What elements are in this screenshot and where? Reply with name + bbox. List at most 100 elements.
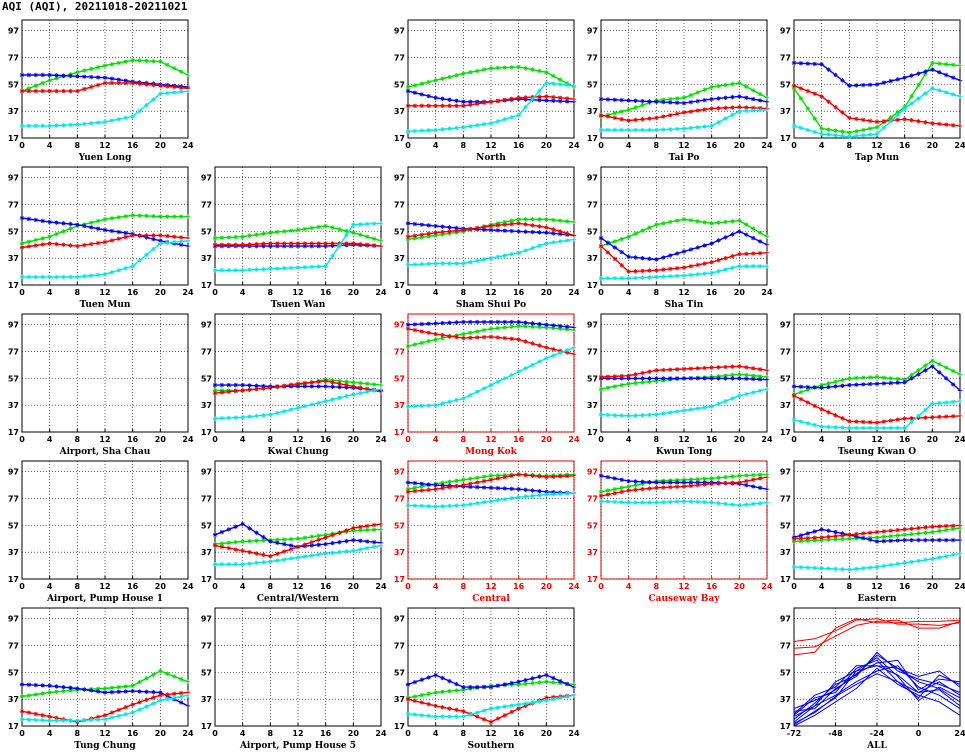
data-point-marker bbox=[102, 686, 108, 691]
data-point-marker bbox=[688, 376, 694, 381]
data-point-marker bbox=[674, 126, 680, 132]
data-point-marker bbox=[440, 320, 445, 326]
x-tick-label: 20 bbox=[927, 582, 939, 591]
y-tick-label: 37 bbox=[8, 107, 19, 116]
data-point-marker bbox=[351, 537, 356, 543]
data-point-marker bbox=[419, 700, 425, 705]
y-tick-label: 77 bbox=[8, 201, 19, 210]
data-point-marker bbox=[461, 331, 466, 337]
data-point-marker bbox=[681, 217, 687, 222]
data-point-marker bbox=[930, 529, 935, 535]
data-point-marker bbox=[667, 219, 673, 225]
data-point-marker bbox=[860, 531, 866, 536]
data-point-marker bbox=[612, 115, 618, 121]
data-point-marker bbox=[468, 70, 473, 75]
data-point-marker bbox=[723, 376, 728, 381]
data-point-marker bbox=[798, 384, 804, 389]
data-point-marker bbox=[854, 133, 859, 139]
data-point-marker bbox=[123, 59, 128, 64]
y-tick-label: 77 bbox=[8, 348, 19, 357]
data-point-marker bbox=[647, 225, 652, 230]
y-tick-label: 17 bbox=[8, 134, 19, 143]
data-point-marker bbox=[750, 373, 756, 378]
data-point-marker bbox=[26, 123, 32, 129]
data-point-marker bbox=[109, 62, 115, 67]
data-point-marker bbox=[33, 682, 39, 688]
data-point-marker bbox=[82, 68, 87, 73]
data-point-marker bbox=[950, 537, 956, 543]
data-point-marker bbox=[737, 251, 742, 257]
data-point-marker bbox=[909, 376, 914, 381]
data-point-marker bbox=[702, 124, 707, 129]
data-point-marker bbox=[316, 533, 321, 538]
data-point-marker bbox=[481, 100, 487, 106]
data-point-marker bbox=[481, 474, 487, 479]
data-point-marker bbox=[923, 525, 928, 530]
data-point-marker bbox=[364, 242, 370, 247]
data-point-marker bbox=[254, 538, 259, 543]
data-point-marker bbox=[647, 268, 652, 273]
data-point-marker bbox=[330, 380, 335, 385]
data-point-marker bbox=[358, 241, 363, 247]
data-point-marker bbox=[702, 500, 707, 505]
y-tick-label: 97 bbox=[780, 615, 791, 624]
x-tick-label: 16 bbox=[127, 582, 139, 591]
x-tick-label: 8 bbox=[847, 435, 853, 444]
data-point-marker bbox=[226, 540, 232, 545]
x-tick-label: 0 bbox=[19, 582, 25, 591]
data-point-marker bbox=[930, 524, 935, 529]
data-point-marker bbox=[902, 425, 907, 431]
data-point-marker bbox=[330, 550, 335, 556]
x-tick-label: 24 bbox=[761, 288, 773, 297]
data-point-marker bbox=[419, 81, 425, 86]
data-point-marker bbox=[633, 376, 638, 381]
data-point-marker bbox=[688, 264, 694, 269]
data-point-marker bbox=[378, 243, 384, 249]
data-point-marker bbox=[268, 412, 273, 417]
data-point-marker bbox=[647, 127, 652, 133]
data-point-marker bbox=[791, 384, 797, 389]
plot-frame bbox=[407, 460, 575, 580]
data-point-marker bbox=[61, 88, 66, 94]
data-point-marker bbox=[888, 425, 894, 431]
data-point-marker bbox=[681, 484, 687, 489]
data-point-marker bbox=[495, 254, 501, 260]
data-point-marker bbox=[123, 230, 128, 236]
data-point-marker bbox=[661, 376, 666, 381]
data-point-marker bbox=[419, 340, 425, 346]
data-point-marker bbox=[123, 214, 128, 219]
data-point-marker bbox=[716, 365, 721, 370]
data-point-marker bbox=[364, 545, 370, 551]
data-point-marker bbox=[709, 221, 714, 226]
data-point-marker bbox=[165, 90, 170, 96]
data-point-marker bbox=[744, 372, 749, 378]
x-tick-label: 24 bbox=[761, 141, 773, 150]
data-point-marker bbox=[626, 254, 631, 260]
data-point-marker bbox=[158, 214, 163, 219]
data-point-marker bbox=[930, 537, 935, 543]
x-tick-label: 24 bbox=[375, 582, 387, 591]
x-tick-label: 8 bbox=[461, 582, 467, 591]
data-point-marker bbox=[674, 484, 680, 490]
x-tick-label: 24 bbox=[954, 729, 965, 738]
data-point-marker bbox=[640, 117, 645, 122]
x-tick-label: 16 bbox=[513, 288, 525, 297]
data-point-marker bbox=[426, 691, 431, 697]
data-point-marker bbox=[695, 476, 701, 482]
data-point-marker bbox=[454, 503, 459, 508]
data-point-marker bbox=[840, 425, 845, 430]
data-point-marker bbox=[667, 113, 673, 118]
data-point-marker bbox=[598, 374, 604, 380]
x-tick-label: 20 bbox=[541, 435, 553, 444]
data-point-marker bbox=[605, 374, 611, 379]
data-point-marker bbox=[502, 97, 508, 102]
y-tick-label: 77 bbox=[587, 201, 598, 210]
data-point-marker bbox=[598, 127, 604, 133]
panel-title: Tung Chung bbox=[74, 741, 136, 751]
x-tick-label: 8 bbox=[654, 288, 660, 297]
data-point-marker bbox=[626, 376, 631, 381]
data-point-marker bbox=[281, 549, 287, 554]
data-point-marker bbox=[468, 102, 473, 108]
y-tick-label: 57 bbox=[780, 80, 791, 89]
data-point-marker bbox=[137, 699, 142, 705]
